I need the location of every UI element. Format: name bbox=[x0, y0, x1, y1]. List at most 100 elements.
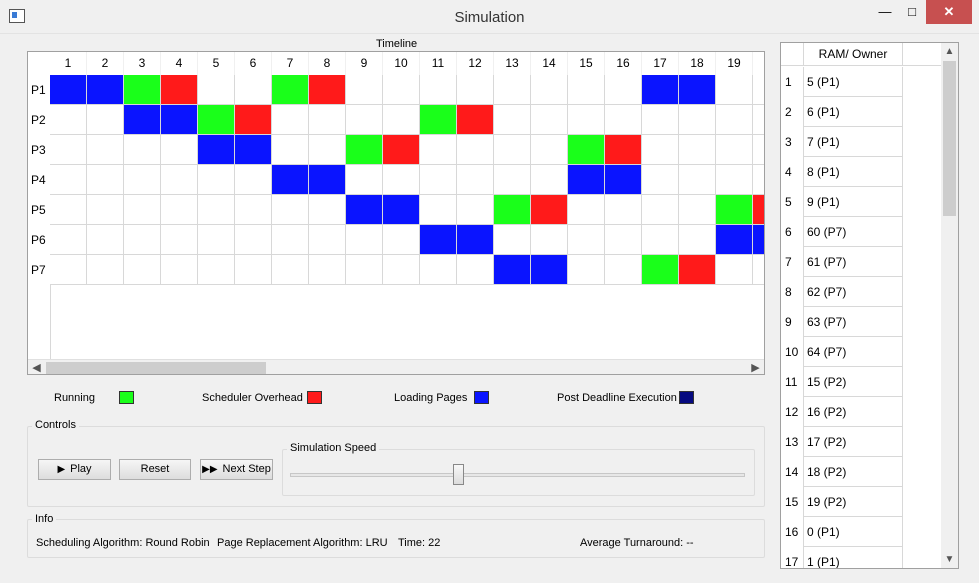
speed-group bbox=[282, 449, 755, 496]
timeline-row-label: P2 bbox=[28, 105, 50, 135]
timeline-row-label: P7 bbox=[28, 255, 50, 285]
scroll-down-icon[interactable]: ▼ bbox=[944, 554, 955, 565]
timeline-cell bbox=[420, 135, 457, 165]
ram-row: 7 61 (P7) bbox=[781, 247, 958, 277]
timeline-cell bbox=[605, 225, 642, 255]
timeline-cell bbox=[457, 225, 494, 255]
legend-overhead-swatch bbox=[307, 391, 322, 404]
timeline-cell bbox=[87, 75, 124, 105]
timeline-cell bbox=[457, 135, 494, 165]
ram-row-value: 8 (P1) bbox=[803, 157, 903, 187]
reset-button[interactable]: Reset bbox=[119, 459, 191, 480]
speed-slider-track[interactable] bbox=[290, 473, 745, 477]
timeline-cell bbox=[605, 165, 642, 195]
timeline-column-header: 11 bbox=[420, 52, 457, 75]
legend-running: Running bbox=[54, 392, 95, 404]
ram-row-value: 18 (P2) bbox=[803, 457, 903, 487]
timeline-cell bbox=[753, 75, 764, 105]
timeline-cell bbox=[235, 225, 272, 255]
ram-row-value: 0 (P1) bbox=[803, 517, 903, 547]
timeline-cell bbox=[605, 75, 642, 105]
scroll-right-icon[interactable]: ▶ bbox=[751, 362, 760, 374]
ram-row-index: 14 bbox=[785, 465, 799, 479]
timeline-cell bbox=[198, 165, 235, 195]
timeline-cell bbox=[457, 195, 494, 225]
timeline-cell bbox=[309, 165, 346, 195]
speed-title: Simulation Speed bbox=[287, 442, 380, 454]
ram-row-index: 16 bbox=[785, 525, 799, 539]
ram-row: 1 5 (P1) bbox=[781, 67, 958, 97]
timeline-cell bbox=[235, 165, 272, 195]
ram-row-value: 15 (P2) bbox=[803, 367, 903, 397]
timeline-cell bbox=[346, 105, 383, 135]
timeline-cell bbox=[531, 105, 568, 135]
timeline-cell bbox=[679, 75, 716, 105]
ram-row: 2 6 (P1) bbox=[781, 97, 958, 127]
timeline-cell bbox=[198, 225, 235, 255]
ram-row: 6 60 (P7) bbox=[781, 217, 958, 247]
timeline-cell bbox=[568, 105, 605, 135]
timeline-cell bbox=[716, 225, 753, 255]
ram-header: RAM/ Owner bbox=[781, 43, 958, 66]
timeline-cell bbox=[124, 75, 161, 105]
timeline-cell bbox=[161, 255, 198, 285]
speed-slider-thumb[interactable] bbox=[453, 464, 465, 485]
timeline-label: Timeline bbox=[376, 38, 418, 50]
timeline-cell bbox=[161, 195, 198, 225]
close-button[interactable]: ✕ bbox=[926, 0, 972, 24]
timeline-cell bbox=[494, 225, 531, 255]
timeline-cell bbox=[272, 255, 309, 285]
timeline-cell bbox=[605, 255, 642, 285]
timeline-cell bbox=[716, 75, 753, 105]
horizontal-scrollbar[interactable]: ◀ ▶ bbox=[28, 359, 764, 374]
timeline-cell bbox=[161, 105, 198, 135]
app-icon bbox=[9, 9, 25, 23]
minimize-icon: — bbox=[878, 4, 892, 19]
timeline-cell bbox=[383, 195, 420, 225]
ram-row: 9 63 (P7) bbox=[781, 307, 958, 337]
scroll-left-icon[interactable]: ◀ bbox=[32, 362, 41, 374]
timeline-column-header: 12 bbox=[457, 52, 494, 75]
timeline-column-header: 9 bbox=[346, 52, 383, 75]
timeline-cell bbox=[383, 75, 420, 105]
timeline-cell bbox=[50, 135, 87, 165]
time-readout: Time: 22 bbox=[398, 537, 441, 549]
timeline-column-header: 19 bbox=[716, 52, 753, 75]
play-button[interactable]: ▶ Play bbox=[38, 459, 111, 480]
timeline-cell bbox=[50, 225, 87, 255]
ram-row: 3 7 (P1) bbox=[781, 127, 958, 157]
ram-row-index: 2 bbox=[785, 105, 792, 119]
timeline-cell bbox=[753, 225, 764, 255]
timeline-cell bbox=[642, 75, 679, 105]
ram-row-index: 10 bbox=[785, 345, 799, 359]
timeline-cell bbox=[124, 135, 161, 165]
ram-row: 13 17 (P2) bbox=[781, 427, 958, 457]
ram-row: 16 0 (P1) bbox=[781, 517, 958, 547]
timeline-column-header: 4 bbox=[161, 52, 198, 75]
maximize-button[interactable]: □ bbox=[897, 0, 927, 24]
scroll-thumb[interactable] bbox=[46, 362, 266, 374]
timeline-column-header: 7 bbox=[272, 52, 309, 75]
timeline-column-header: 16 bbox=[605, 52, 642, 75]
timeline-grid: 1 2 3 4 5 6 7 8 9 10 11 12 13 14 15 16 17 18 19 P1 P2 P3 P4 P5… bbox=[27, 51, 765, 375]
timeline-cell bbox=[161, 75, 198, 105]
ram-row: 10 64 (P7) bbox=[781, 337, 958, 367]
next-step-label: Next Step bbox=[222, 463, 271, 475]
ram-row-value: 6 (P1) bbox=[803, 97, 903, 127]
scroll-up-icon[interactable]: ▲ bbox=[944, 46, 955, 57]
legend-loading-swatch bbox=[474, 391, 489, 404]
ram-row-value: 5 (P1) bbox=[803, 67, 903, 97]
legend-post-deadline: Post Deadline Execution bbox=[557, 392, 677, 404]
timeline-cell bbox=[235, 195, 272, 225]
timeline-cell bbox=[753, 195, 764, 225]
timeline-row-label: P6 bbox=[28, 225, 50, 255]
timeline-cell bbox=[50, 195, 87, 225]
timeline-cell bbox=[568, 255, 605, 285]
vertical-scrollbar[interactable]: ▲ ▼ bbox=[941, 43, 958, 568]
next-step-button[interactable]: ▶▶ Next Step bbox=[200, 459, 273, 480]
timeline-cell bbox=[87, 105, 124, 135]
ram-row-index: 5 bbox=[785, 195, 792, 209]
timeline-cell bbox=[679, 225, 716, 255]
minimize-button[interactable]: — bbox=[870, 0, 900, 24]
vertical-scroll-thumb[interactable] bbox=[943, 61, 956, 216]
